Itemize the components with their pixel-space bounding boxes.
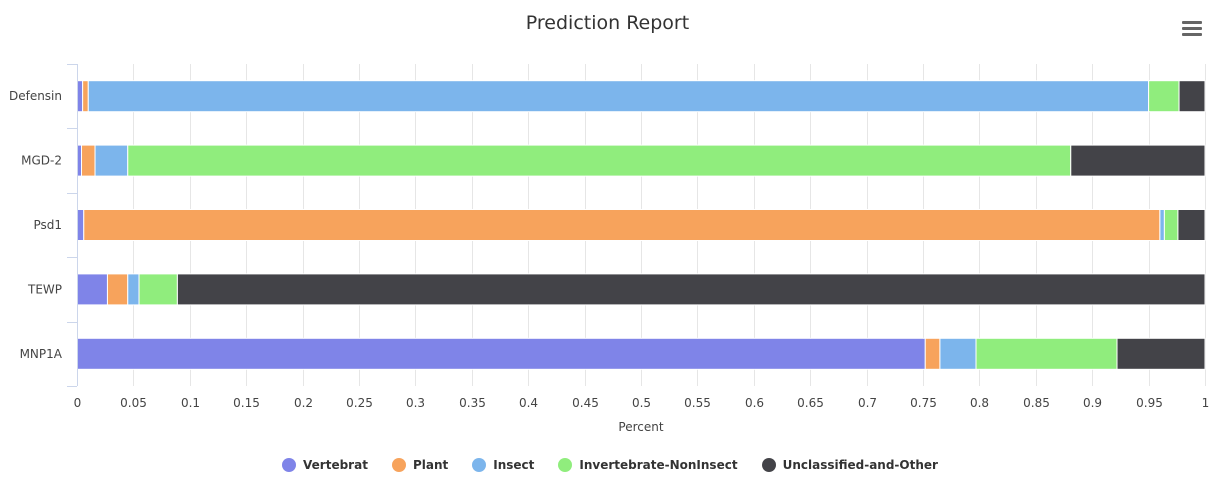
bar-segment[interactable] [1148,80,1180,113]
bar-segment[interactable] [127,144,1072,177]
bar-segment[interactable] [975,337,1118,370]
y-category-label: MNP1A [20,347,63,361]
x-tick-label: 0.35 [459,396,486,410]
x-tick-label: 0.7 [858,396,877,410]
bar-segment[interactable] [106,273,129,306]
legend-item[interactable]: Unclassified-and-Other [761,458,938,472]
x-axis-title: Percent [618,420,663,434]
bar-segment[interactable] [939,337,977,370]
y-category-label: TEWP [27,282,62,296]
x-tick-label: 0.9 [1083,396,1102,410]
x-tick-label: 1 [1202,396,1210,410]
x-tick-label: 0.45 [572,396,599,410]
x-tick-label: 0.85 [1023,396,1050,410]
hamburger-menu-line [1182,27,1202,30]
x-tick-label: 0.05 [120,396,147,410]
y-category-label: Psd1 [33,218,62,232]
bar-segment[interactable] [76,209,85,241]
bar-segment[interactable] [127,273,140,306]
x-tick-label: 0.3 [406,396,425,410]
legend-label: Invertebrate-NonInsect [579,458,738,472]
bar-segment[interactable] [1116,337,1206,370]
hamburger-menu-line [1182,33,1202,36]
hamburger-menu-icon [1182,21,1202,24]
chart-title: Prediction Report [525,12,690,34]
x-tick-label: 0.25 [346,396,373,410]
chart-menu-button[interactable] [1180,18,1204,38]
bar-segment[interactable] [138,273,178,306]
y-axis-ticks: Defensin MGD-2 Psd1 TEWP MNP1A [9,64,77,387]
bar-segment[interactable] [1159,209,1165,241]
legend-marker-icon [391,458,406,472]
x-tick-label: 0.95 [1136,396,1163,410]
bar-segment[interactable] [176,273,1206,306]
bar-segment[interactable] [87,80,1150,113]
x-tick-label: 0.4 [519,396,538,410]
x-tick-label: 0.15 [233,396,260,410]
bar-segment[interactable] [76,337,926,370]
bar-segment[interactable] [1163,209,1179,241]
bars [76,80,1206,370]
x-tick-label: 0.2 [294,396,313,410]
legend-label: Plant [412,458,449,472]
bar-segment[interactable] [1178,80,1206,113]
x-tick-label: 0.55 [684,396,711,410]
y-category-label: Defensin [9,89,62,103]
legend-marker-icon [282,458,297,472]
bar-segment[interactable] [924,337,941,370]
legend-marker-icon [558,458,573,472]
legend-item[interactable]: Plant [391,458,449,472]
x-tick-label: 0.8 [970,396,989,410]
legend-label: Vertebrat [303,458,368,472]
bar-segment[interactable] [83,209,1161,241]
x-tick-label: 0 [74,396,82,410]
bar-segment[interactable] [82,80,89,113]
x-tick-label: 0.75 [910,396,937,410]
legend-item[interactable]: Vertebrat [282,458,368,472]
bar-segment[interactable] [94,144,129,177]
legend-item[interactable]: Invertebrate-NonInsect [558,458,738,472]
y-category-label: MGD-2 [21,154,62,168]
bar-segment[interactable] [1070,144,1206,177]
x-tick-label: 0.1 [181,396,200,410]
legend-label: Insect [493,458,535,472]
legend: Vertebrat Plant Insect Invertebrate-NonInse… [0,458,1220,472]
bar-segment[interactable] [76,273,108,306]
legend-label: Unclassified-and-Other [782,458,938,472]
x-tick-label: 0.6 [745,396,764,410]
bar-segment[interactable] [81,144,96,177]
x-tick-label: 0.65 [797,396,824,410]
x-axis-ticks: 0 0.05 0.1 0.15 0.2 0.25 0.3 0.35 0.4 0.45 0.5 0.55… [74,396,1210,410]
x-tick-label: 0.5 [632,396,651,410]
legend-marker-icon [761,458,776,472]
bar-segment[interactable] [1177,209,1206,241]
legend-marker-icon [472,458,487,472]
legend-item[interactable]: Insect [472,458,534,472]
